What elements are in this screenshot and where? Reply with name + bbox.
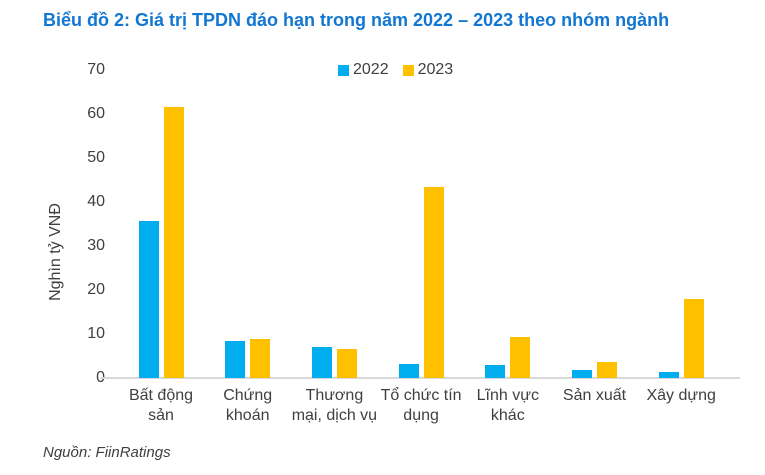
category-label: Tổ chức tín dụng <box>380 387 462 424</box>
y-tick-label: 40 <box>87 193 105 210</box>
y-tick-label: 60 <box>87 105 105 122</box>
bar-2023-2 <box>250 338 271 378</box>
category-label: Lĩnh vực khác <box>476 387 539 424</box>
legend-label: 2022 <box>353 61 389 78</box>
legend-label: 2023 <box>417 61 454 78</box>
chart-legend: 2022 2023 <box>338 61 453 79</box>
bar-2022-2 <box>225 341 246 378</box>
bar-2023-7 <box>683 299 704 378</box>
y-tick-label: 50 <box>87 149 105 166</box>
bar-2022-5 <box>485 364 506 378</box>
bar-2022-6 <box>572 369 592 378</box>
bar-2022-3 <box>311 347 332 378</box>
category-label: Bất động sản <box>128 387 194 424</box>
legend-swatch-2023 <box>402 64 414 76</box>
y-tick-label: 30 <box>87 237 105 254</box>
category-label: Thương mại, dịch vụ <box>291 387 378 424</box>
category-label: Sản xuất <box>562 387 627 404</box>
bar-2023-1 <box>163 107 184 378</box>
bar-2023-3 <box>336 348 357 378</box>
y-tick-label: 10 <box>87 325 105 342</box>
legend-item-2023: 2023 <box>402 61 454 79</box>
legend-swatch-2022 <box>338 64 349 76</box>
category-label: Xây dựng <box>646 387 716 404</box>
legend-item-2022: 2022 <box>338 61 389 79</box>
bar-2022-1 <box>138 221 159 378</box>
bar-2022-4 <box>398 363 419 378</box>
category-label: Chứng khoán <box>223 387 273 424</box>
bar-2022-7 <box>658 371 679 378</box>
y-tick-label: 0 <box>55 368 105 388</box>
bar-2023-5 <box>510 337 531 378</box>
chart-title: Biểu đồ 2: Giá trị TPDN đáo hạn trong nă… <box>43 10 670 30</box>
source-note: Nguồn: FiinRatings <box>43 444 171 461</box>
bar-2023-4 <box>423 187 444 378</box>
y-tick-label: 20 <box>87 281 105 298</box>
bar-2023-6 <box>597 361 617 378</box>
y-tick-label: 70 <box>87 61 105 78</box>
x-axis-line <box>100 377 740 379</box>
